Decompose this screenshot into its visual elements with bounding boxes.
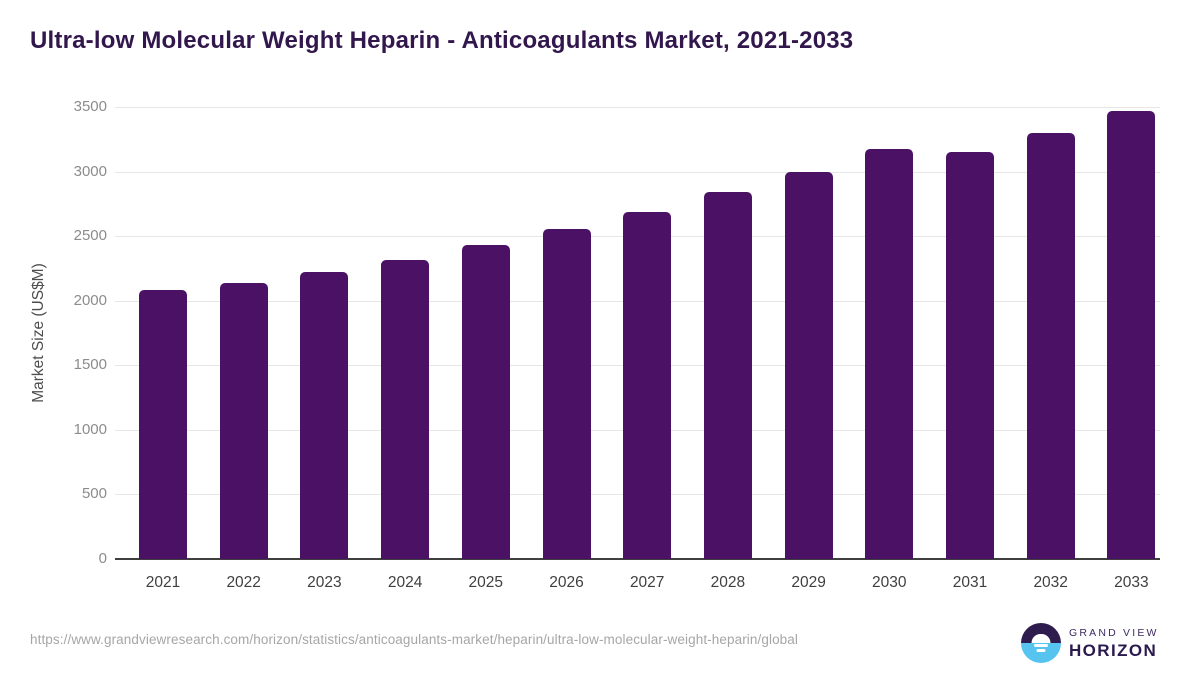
x-tick-label: 2023 <box>307 574 342 591</box>
x-tick-label: 2027 <box>629 574 665 591</box>
source-url: https://www.grandviewresearch.com/horizo… <box>30 632 798 647</box>
y-axis-title: Market Size (US$M) <box>30 263 47 403</box>
x-tick-label: 2032 <box>1033 574 1068 591</box>
y-tick-label: 1000 <box>73 420 107 438</box>
bar-2025[interactable] <box>461 245 510 559</box>
bar-2029[interactable] <box>784 171 833 559</box>
x-tick-label: 2021 <box>145 574 181 591</box>
bar-2028[interactable] <box>703 191 752 559</box>
x-tick-label: 2026 <box>549 574 584 591</box>
x-tick-label: 2031 <box>952 574 988 591</box>
x-tick-label: 2022 <box>226 574 261 591</box>
bar-2022[interactable] <box>219 283 268 559</box>
bar-2023[interactable] <box>300 271 349 559</box>
plot-area: 0 500 1000 1500 2000 2500 3000 3500 2021 2022 2023… <box>74 99 1160 591</box>
x-tick-label: 2024 <box>387 574 423 591</box>
x-tick-label: 2028 <box>710 574 746 591</box>
logo-ray-shape <box>1034 643 1048 647</box>
y-tick-label: 1500 <box>73 356 107 374</box>
y-tick-label: 0 <box>98 550 107 567</box>
grand-view-horizon-logo: GRAND VIEW HORIZON <box>1021 621 1171 665</box>
bar-2026[interactable] <box>542 229 591 559</box>
y-tick-label: 3500 <box>73 98 107 115</box>
chart-title: Ultra-low Molecular Weight Heparin - Ant… <box>30 27 854 54</box>
y-tick-label: 2500 <box>73 227 107 245</box>
logo-text-grand-view: GRAND VIEW <box>1069 627 1159 639</box>
bar-2021[interactable] <box>139 289 187 559</box>
y-tick-label: 3000 <box>73 162 107 180</box>
x-tick-label: 2025 <box>468 574 504 591</box>
x-tick-label: 2029 <box>791 574 826 591</box>
logo-ray-shape <box>1036 649 1046 653</box>
bar-2032[interactable] <box>1026 132 1075 559</box>
y-tick-label: 500 <box>81 485 107 503</box>
logo-text-horizon: HORIZON <box>1069 641 1158 660</box>
bar-2031[interactable] <box>946 152 994 559</box>
x-axis-line <box>115 558 1160 560</box>
gridline <box>115 171 1160 173</box>
bar-2033[interactable] <box>1107 110 1156 559</box>
horizon-logo-icon <box>1021 623 1061 663</box>
x-tick-label: 2033 <box>1114 574 1149 591</box>
x-tick-label: 2030 <box>872 574 907 591</box>
gridline <box>115 107 1160 108</box>
logo-text: GRAND VIEW HORIZON <box>1069 627 1159 661</box>
bar-2030[interactable] <box>865 148 914 559</box>
y-tick-label: 2000 <box>73 291 107 309</box>
bar-2027[interactable] <box>623 211 672 559</box>
logo-sun-shape <box>1031 633 1051 643</box>
bar-2024[interactable] <box>381 260 430 559</box>
